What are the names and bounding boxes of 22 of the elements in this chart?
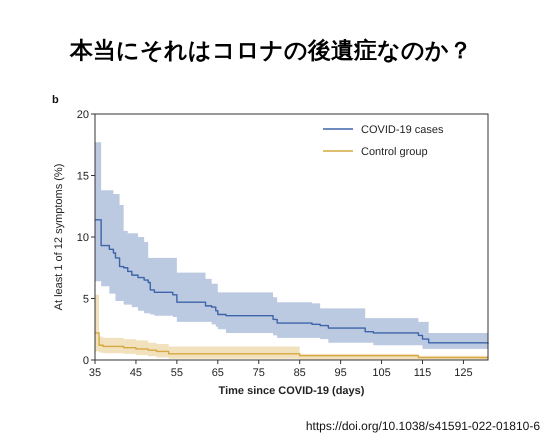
x-tick-label: 45 xyxy=(130,367,142,379)
x-tick-label: 85 xyxy=(294,367,306,379)
x-tick-label: 125 xyxy=(454,367,473,379)
x-tick-label: 115 xyxy=(414,367,432,379)
y-tick-label: 20 xyxy=(76,109,89,121)
title: 本当にそれはコロナの後遺症なのか？ xyxy=(70,37,472,63)
x-tick-label: 105 xyxy=(372,367,391,379)
x-tick-label: 95 xyxy=(334,367,347,379)
text: https://doi.org/10.1038/s41591-022-01810-6 xyxy=(306,419,540,433)
y-tick-label: 5 xyxy=(82,294,89,306)
legend-label: Control group xyxy=(361,146,428,158)
y-tick-label: 15 xyxy=(76,170,89,182)
text: b xyxy=(52,94,59,106)
x-tick-label: 65 xyxy=(212,367,224,379)
y-tick-label: 0 xyxy=(82,355,89,367)
y-axis-title: At least 1 of 12 symptoms (%) xyxy=(53,164,65,310)
y-tick-label: 10 xyxy=(76,232,89,244)
x-axis-title: Time since COVID-19 (days) xyxy=(218,385,365,397)
x-tick-label: 35 xyxy=(88,367,102,379)
x-tick-label: 55 xyxy=(170,367,183,379)
x-tick-label: 75 xyxy=(252,367,265,379)
legend-label: COVID-19 cases xyxy=(361,124,444,136)
